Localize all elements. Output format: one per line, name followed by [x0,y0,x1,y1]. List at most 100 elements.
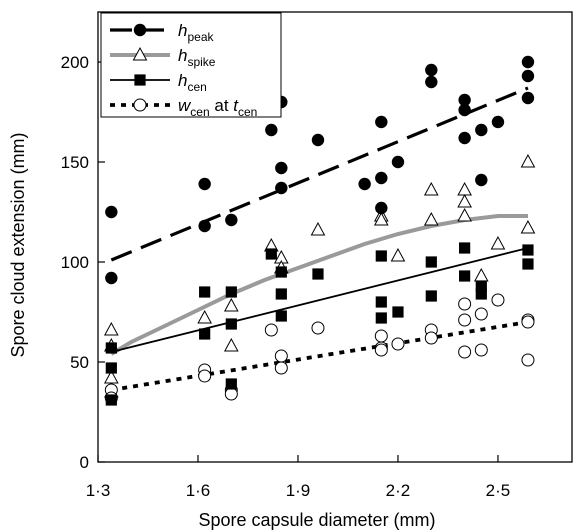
h_spike-legend-marker [132,46,148,61]
h_peak-fit-line [110,86,529,262]
h_cen-point [105,342,117,354]
y-tick-label: 0 [80,453,89,472]
plot-frame [97,11,573,463]
data-points [103,55,536,406]
h_peak-point [275,181,288,195]
h_spike-point [490,235,506,250]
w_cen-point [521,315,535,329]
h_cen-point [225,378,237,390]
w_cen-point [424,331,438,345]
w_cen-point [391,337,405,351]
w_cen-legend-label: wcen at tcen [178,96,257,119]
h_spike-point [197,309,212,324]
h_peak-legend-marker [133,23,147,37]
w_cen-point [198,369,212,383]
x-tick-label: 1·3 [86,481,111,500]
h_peak-legend-label: hpeak [178,21,214,44]
y-axis-title: Spore cloud extension (mm) [8,132,28,357]
x-tick-label: 1·6 [186,481,211,500]
h_cen-point [199,286,211,298]
h_peak-point [198,219,211,233]
h_cen-point [522,244,534,256]
h_cen-point [425,256,437,268]
h_cen-point [225,286,237,298]
h_spike-point [423,211,439,226]
h_peak-point [375,115,388,129]
h_spike-point [473,267,489,282]
w_cen-point [311,321,325,335]
h_cen-point [459,270,471,282]
h_cen-point [225,318,237,330]
w_cen-point [374,343,388,357]
h_peak-point [521,91,535,105]
h_cen-point [105,394,117,406]
h_cen-point [375,312,387,324]
x-axis-title: Spore capsule diameter (mm) [198,510,435,530]
h_spike-point [103,369,119,384]
h_cen-point [392,306,404,318]
h_cen-point [275,310,287,322]
h_peak-point [275,161,288,175]
h_spike-point [457,207,472,222]
w_cen-point [474,307,488,321]
h_cen-point [522,258,534,270]
w_cen-point [374,329,388,343]
h_spike-point [457,181,472,196]
y-tick-label: 50 [70,353,89,372]
h_peak-point [198,177,211,191]
h_spike-point [103,321,119,336]
h_spike-legend-label: hspike [178,46,216,69]
h_spike-point [520,153,536,168]
w_cen-point [458,313,472,327]
h_cen-point [265,248,277,260]
h_peak-point [475,173,488,187]
h_peak-point [358,177,371,191]
h_spike-point [457,193,472,208]
h_cen-point [275,288,287,300]
w_cen-point [458,345,472,359]
w_cen-point [474,343,488,357]
h_peak-point [265,123,278,137]
h_cen-legend-label: hcen [178,71,207,94]
axis-ticks: 1·3 1·6 1·9 2·2 2·5 0 50 100 150 200 [61,53,511,500]
x-tick-label: 1·9 [286,481,311,500]
x-tick-label: 2·5 [486,481,511,500]
y-tick-label: 150 [61,153,89,172]
h_peak-point [105,205,118,219]
x-tick-label: 2·2 [386,481,411,500]
y-tick-label: 100 [61,253,89,272]
h_cen-point [459,242,471,254]
h_peak-point [225,213,238,227]
h_cen-point [312,268,324,280]
h_peak-point [475,123,488,137]
h_cen-point [275,266,287,278]
h_peak-point [391,155,405,169]
h_cen-point [475,280,487,292]
h_peak-point [458,93,471,107]
h_peak-point [375,201,388,215]
h_peak-point [521,55,535,69]
w_cen-point [224,387,238,401]
w_cen-point [274,349,288,363]
h_peak-point [491,115,505,129]
h_peak-point [311,133,325,147]
w_cen-fit-line [111,320,529,392]
h_cen-point [375,250,387,262]
h_cen-point [425,290,437,302]
h_cen-point [375,296,387,308]
w_cen-point [274,361,288,375]
h_peak-point [458,103,471,117]
h_cen-point [475,288,487,300]
h_spike-point [310,221,326,236]
y-tick-label: 200 [61,53,89,72]
h_spike-point [423,181,439,196]
h_cen-fit-line [111,247,529,353]
h_cen-legend-marker [134,74,146,86]
h_peak-point [105,271,118,285]
h_peak-point [375,171,388,185]
h_peak-point [521,69,535,83]
w_cen-point [264,323,278,337]
h_spike-point [390,247,406,262]
h_peak-point [458,131,471,145]
